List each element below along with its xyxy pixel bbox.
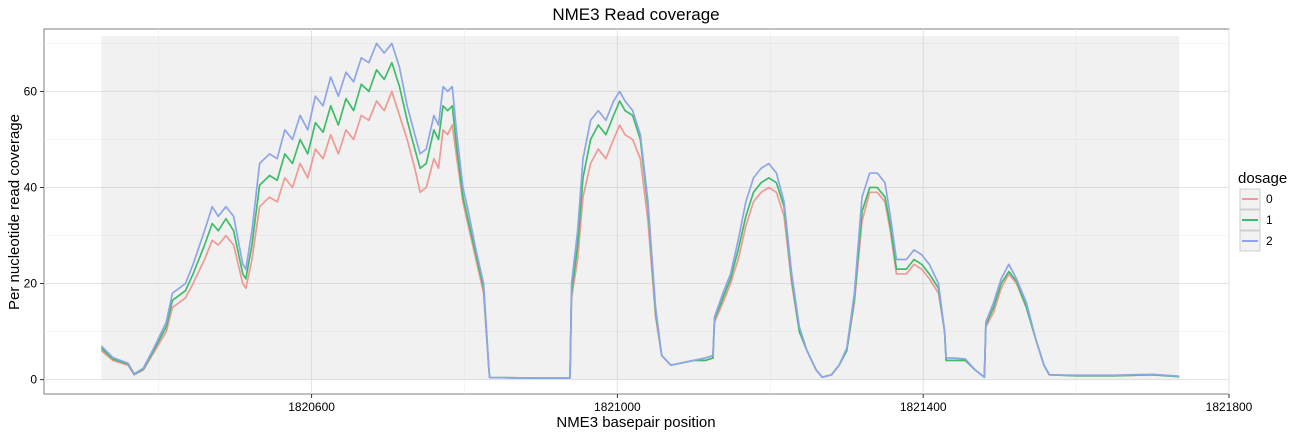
y-tick-label: 0 [30,373,37,387]
legend: dosage 0 1 2 [1238,170,1287,252]
y-tick-label: 40 [24,180,38,194]
plot-area: 1820600 1821000 1821400 1821800 0 20 40 60 [24,28,1253,414]
y-tick-label: 20 [24,277,38,291]
legend-title: dosage [1238,170,1287,187]
legend-label: 0 [1266,192,1273,206]
series-line-1 [100,61,1180,379]
legend-label: 1 [1266,213,1273,227]
y-tick-label: 60 [24,84,38,98]
x-tick-label: 1821800 [1206,400,1253,414]
x-tick-label: 1821000 [594,400,641,414]
panel-border [43,28,1230,395]
x-axis-title: NME3 basepair position [556,414,715,431]
x-tick-label: 1821400 [900,400,947,414]
y-axis-title: Per nucleotide read coverage [6,114,23,310]
legend-label: 2 [1266,234,1273,248]
chart-title: NME3 Read coverage [552,5,719,24]
series-line-0 [100,90,1180,379]
shaded-region [101,36,1180,380]
x-tick-label: 1820600 [288,400,335,414]
series-line-2 [100,42,1180,379]
